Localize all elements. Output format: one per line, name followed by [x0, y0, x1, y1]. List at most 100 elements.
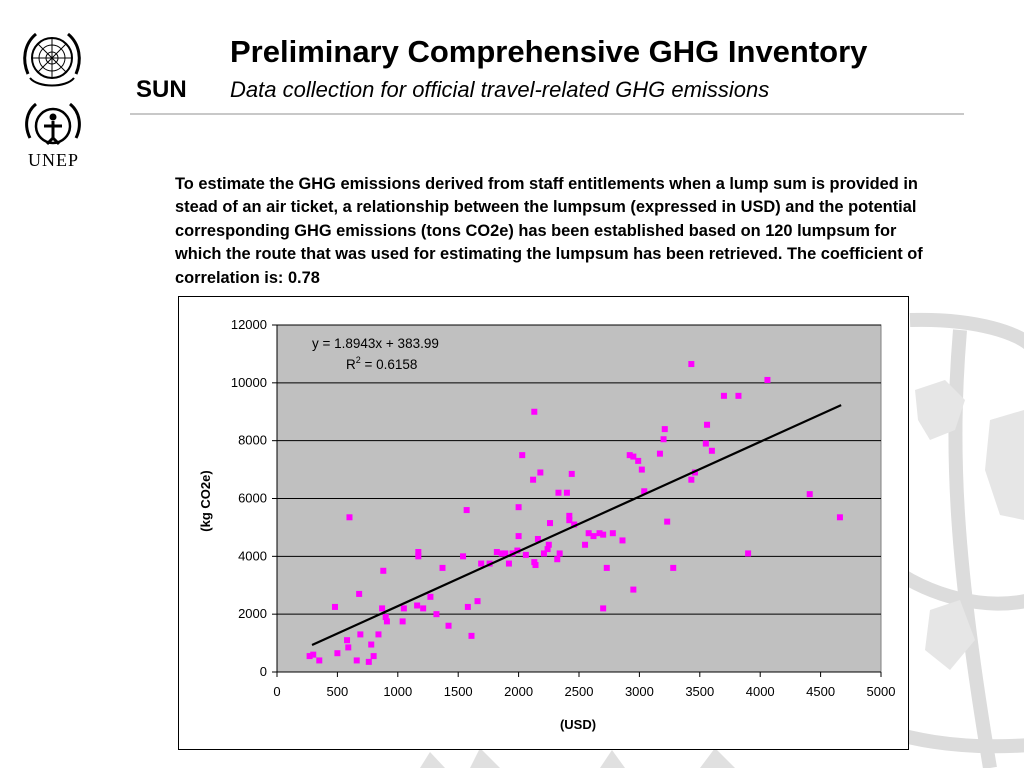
- data-point: [585, 530, 592, 537]
- data-point: [664, 518, 671, 525]
- y-tick-label: 8000: [238, 433, 267, 448]
- data-point: [400, 605, 407, 612]
- data-point: [566, 517, 573, 524]
- data-point: [515, 504, 522, 511]
- data-point: [532, 562, 539, 569]
- data-point: [463, 507, 470, 514]
- data-point: [660, 436, 667, 443]
- data-point: [365, 658, 372, 665]
- data-point: [540, 550, 547, 557]
- data-point: [534, 535, 541, 542]
- chart-canvas: 0 2000 4000 6000 8000 10000 12000 0 500 1000 1500 2…: [198, 317, 896, 732]
- data-point: [806, 491, 813, 498]
- data-point: [514, 547, 521, 554]
- data-point: [420, 605, 427, 612]
- x-tick-label: 3500: [685, 684, 714, 699]
- data-point: [530, 476, 537, 483]
- x-tick-label: 4000: [746, 684, 775, 699]
- data-point: [590, 533, 597, 540]
- data-point: [356, 590, 363, 597]
- data-point: [661, 426, 668, 433]
- data-point: [515, 533, 522, 540]
- data-point: [468, 632, 475, 639]
- page-title: Preliminary Comprehensive GHG Inventory: [230, 34, 868, 69]
- data-point: [382, 614, 389, 621]
- data-point: [702, 440, 709, 447]
- data-point: [600, 605, 607, 612]
- data-point: [353, 657, 360, 664]
- data-point: [735, 392, 742, 399]
- trendline: [311, 404, 842, 647]
- data-point: [331, 603, 338, 610]
- data-point: [445, 622, 452, 629]
- data-point: [474, 598, 481, 605]
- data-point: [383, 618, 390, 625]
- un-emblem-logo: [23, 32, 81, 87]
- data-point: [370, 653, 377, 660]
- data-point: [531, 408, 538, 415]
- sun-label: SUN: [136, 76, 187, 103]
- x-tick-label: 1000: [383, 684, 412, 699]
- data-point: [380, 567, 387, 574]
- data-point: [368, 641, 375, 648]
- data-point: [641, 488, 648, 495]
- header-divider: [130, 113, 964, 115]
- data-point: [316, 657, 323, 664]
- y-tick-label: 12000: [231, 317, 267, 332]
- data-point: [344, 637, 351, 644]
- r-squared-r: R: [346, 357, 356, 372]
- y-tick-label: 2000: [238, 606, 267, 621]
- data-point: [439, 564, 446, 571]
- data-point: [582, 541, 589, 548]
- data-point: [310, 651, 317, 658]
- x-tick-label: 2500: [565, 684, 594, 699]
- data-point: [399, 618, 406, 625]
- data-point: [427, 593, 434, 600]
- data-point: [566, 512, 573, 519]
- data-point: [563, 489, 570, 496]
- data-point: [334, 650, 341, 657]
- x-tick-label: 2000: [504, 684, 533, 699]
- data-point: [638, 466, 645, 473]
- data-point: [306, 653, 313, 660]
- data-point: [688, 361, 695, 368]
- r-squared-label: R2 = 0.6158: [346, 355, 417, 372]
- trendline-equation: y = 1.8943x + 383.99: [312, 336, 439, 351]
- data-point: [603, 564, 610, 571]
- data-point: [656, 450, 663, 457]
- data-point: [460, 553, 467, 560]
- data-point: [555, 489, 562, 496]
- data-point: [375, 631, 382, 638]
- description-paragraph: To estimate the GHG emissions derived fr…: [175, 175, 923, 287]
- x-axis-title: (USD): [560, 717, 596, 732]
- data-point: [505, 560, 512, 567]
- x-tick-label: 500: [327, 684, 349, 699]
- page-subtitle: Data collection for official travel-rela…: [230, 77, 770, 102]
- data-point: [670, 564, 677, 571]
- data-point: [502, 550, 509, 557]
- y-tick-label: 4000: [238, 548, 267, 563]
- data-point: [346, 514, 353, 521]
- y-tick-label: 6000: [238, 491, 267, 506]
- data-point: [836, 514, 843, 521]
- y-tick-label: 0: [260, 664, 267, 679]
- data-point: [544, 546, 551, 553]
- data-point: [498, 550, 505, 557]
- data-point: [379, 605, 386, 612]
- data-point: [493, 548, 500, 555]
- data-point: [745, 550, 752, 557]
- data-point: [596, 530, 603, 537]
- data-point: [609, 530, 616, 537]
- data-point: [764, 376, 771, 383]
- data-point: [547, 520, 554, 527]
- data-point: [635, 457, 642, 464]
- data-point: [630, 453, 637, 460]
- x-tick-label: 5000: [867, 684, 896, 699]
- x-tick-label: 1500: [444, 684, 473, 699]
- data-point: [545, 541, 552, 548]
- scatter-chart: 0 2000 4000 6000 8000 10000 12000 0 500 1000 1500 2…: [178, 296, 909, 750]
- data-point: [568, 470, 575, 477]
- data-point: [537, 469, 544, 476]
- x-tick-label: 4500: [806, 684, 835, 699]
